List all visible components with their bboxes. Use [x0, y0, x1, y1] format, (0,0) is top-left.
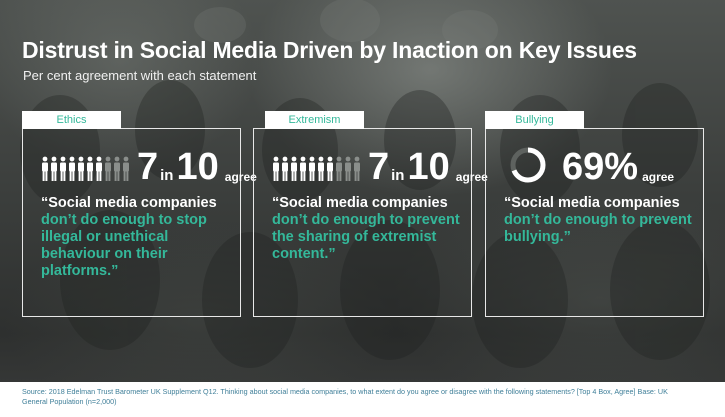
- person-agree-icon: [282, 156, 288, 181]
- ethics-stat: 7 in 10 agree: [41, 145, 257, 188]
- person-other-icon: [336, 156, 342, 181]
- page-subtitle: Per cent agreement with each statement: [23, 68, 257, 83]
- tab-bullying: Bullying: [485, 111, 584, 129]
- person-agree-icon: [69, 156, 75, 181]
- bullying-stat: 69% agree: [508, 145, 675, 188]
- crowd-background: [20, 0, 710, 368]
- stat-value: 7: [368, 146, 390, 188]
- stat-total: 10: [407, 146, 450, 188]
- people-icons: [41, 156, 131, 182]
- person-agree-icon: [291, 156, 297, 181]
- quote-rest: don’t do enough to prevent the sharing o…: [272, 212, 460, 262]
- stat-total: 10: [176, 146, 219, 188]
- stat-suffix: agree: [642, 170, 675, 184]
- person-other-icon: [114, 156, 120, 181]
- person-other-icon: [123, 156, 129, 181]
- person-agree-icon: [318, 156, 324, 181]
- stat-suffix: agree: [224, 170, 257, 184]
- person-other-icon: [105, 156, 111, 181]
- person-agree-icon: [327, 156, 333, 181]
- tab-ethics: Ethics: [22, 111, 121, 129]
- person-agree-icon: [42, 156, 48, 181]
- tab-extremism: Extremism: [265, 111, 364, 129]
- extremism-card: 7 in 10 agree “Social media companies do…: [253, 128, 488, 317]
- quote-rest: don’t do enough to stop illegal or uneth…: [41, 212, 207, 279]
- footer: [0, 382, 725, 417]
- person-agree-icon: [96, 156, 102, 181]
- quote-rest: don’t do enough to prevent bullying.”: [504, 212, 692, 245]
- ethics-card: 7 in 10 agree “Social media companies do…: [22, 128, 257, 317]
- donut-ring-icon: [510, 147, 546, 183]
- person-agree-icon: [51, 156, 57, 181]
- stat-value: 69%: [562, 146, 639, 188]
- stat-in: in: [160, 167, 174, 184]
- extremism-stat: 7 in 10 agree: [272, 145, 488, 188]
- extremism-quote: “Social media companies don’t do enough …: [272, 195, 472, 263]
- quote-lead: “Social media companies: [504, 195, 680, 211]
- person-agree-icon: [309, 156, 315, 181]
- ring-arc: [510, 147, 546, 183]
- person-agree-icon: [78, 156, 84, 181]
- person-agree-icon: [60, 156, 66, 181]
- bullying-quote: “Social media companies don’t do enough …: [504, 195, 704, 246]
- people-row-icon: [42, 156, 129, 181]
- stat-value: 7: [137, 146, 159, 188]
- people-row-icon: [273, 156, 360, 181]
- person-other-icon: [354, 156, 360, 181]
- quote-lead: “Social media companies: [41, 195, 217, 211]
- person-agree-icon: [87, 156, 93, 181]
- ethics-quote: “Social media companies don’t do enough …: [41, 195, 241, 280]
- person-agree-icon: [273, 156, 279, 181]
- page-title: Distrust in Social Media Driven by Inact…: [22, 37, 637, 63]
- person-agree-icon: [300, 156, 306, 181]
- bullying-card: 69% agree “Social media companies don’t …: [485, 128, 704, 317]
- stat-in: in: [391, 167, 405, 184]
- people-icons: [272, 156, 362, 182]
- stat-suffix: agree: [455, 170, 488, 184]
- source-note: Source: 2018 Edelman Trust Barometer UK …: [22, 387, 668, 406]
- person-other-icon: [345, 156, 351, 181]
- quote-lead: “Social media companies: [272, 195, 448, 211]
